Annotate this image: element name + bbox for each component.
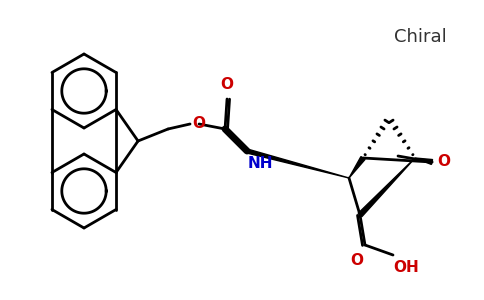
Text: OH: OH [393, 260, 419, 275]
Polygon shape [415, 158, 433, 164]
Text: O: O [437, 154, 450, 169]
Text: NH: NH [248, 156, 273, 171]
Polygon shape [246, 149, 349, 178]
Polygon shape [358, 158, 415, 217]
Text: Chiral: Chiral [393, 28, 446, 46]
Text: O: O [350, 253, 363, 268]
Text: O: O [192, 116, 205, 131]
Polygon shape [349, 157, 365, 178]
Text: O: O [221, 77, 234, 92]
